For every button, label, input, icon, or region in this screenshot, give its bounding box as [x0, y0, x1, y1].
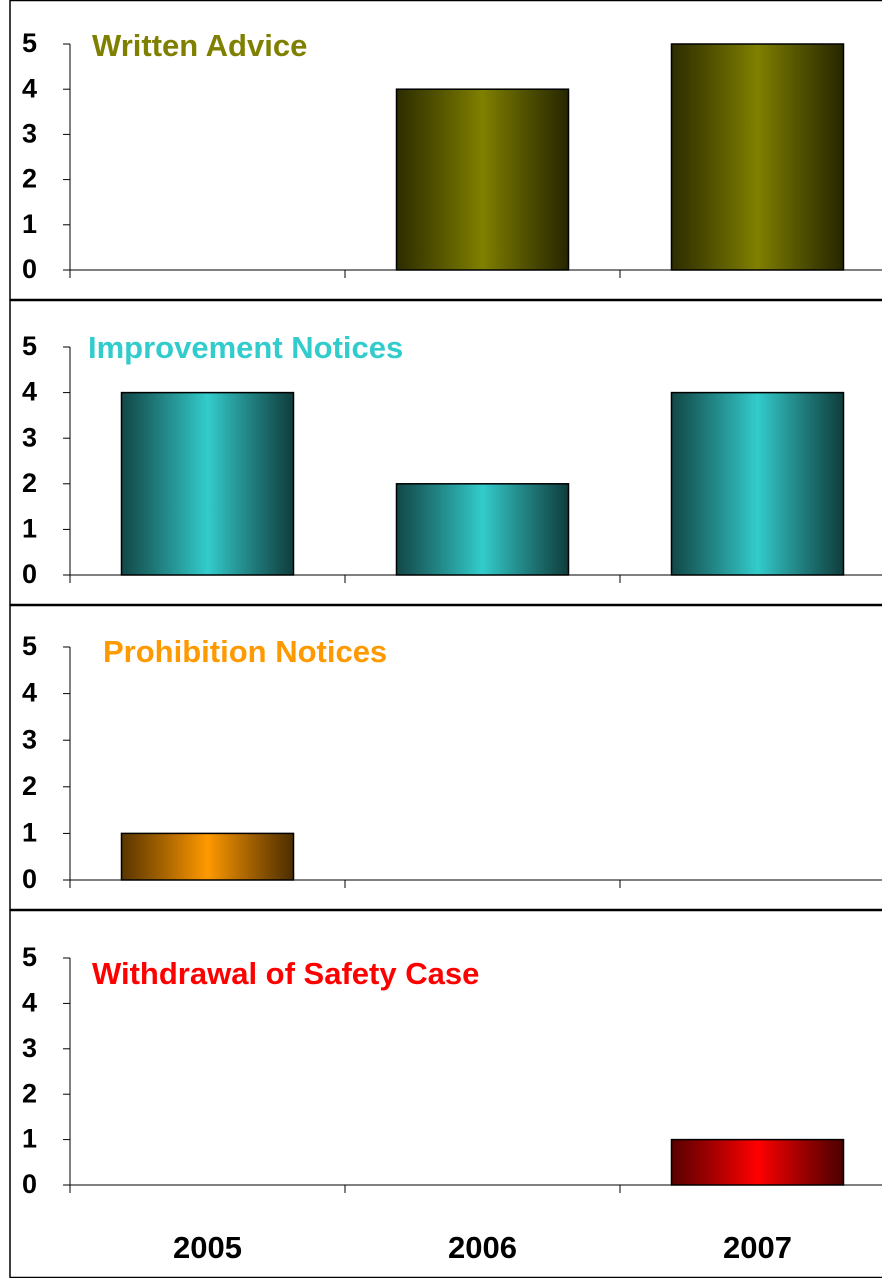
- chart-title: Withdrawal of Safety Case: [92, 956, 479, 991]
- y-tick-label: 5: [22, 331, 37, 361]
- y-tick-label: 1: [22, 1124, 37, 1154]
- y-tick-label: 2: [22, 771, 37, 801]
- y-tick-label: 4: [22, 377, 37, 407]
- bar: [670, 391, 845, 576]
- y-tick-label: 0: [22, 1169, 37, 1199]
- x-tick-label: 2006: [448, 1230, 517, 1265]
- y-tick-label: 1: [22, 818, 37, 848]
- y-tick-label: 3: [22, 119, 37, 149]
- y-tick-label: 0: [22, 864, 37, 894]
- bar: [120, 391, 295, 576]
- chart-title: Written Advice: [92, 28, 307, 63]
- y-tick-label: 5: [22, 631, 37, 661]
- y-tick-label: 1: [22, 514, 37, 544]
- bar: [395, 88, 570, 271]
- y-tick-label: 3: [22, 422, 37, 452]
- chart-title: Prohibition Notices: [103, 634, 387, 669]
- y-tick-label: 4: [22, 988, 37, 1018]
- chart-title: Improvement Notices: [88, 330, 403, 365]
- y-tick-label: 1: [22, 209, 37, 239]
- x-tick-label: 2005: [173, 1230, 242, 1265]
- y-tick-label: 5: [22, 942, 37, 972]
- panel-border: [9, 299, 882, 606]
- y-tick-label: 2: [22, 468, 37, 498]
- bar: [120, 832, 295, 881]
- bar: [670, 43, 845, 271]
- y-tick-label: 2: [22, 1078, 37, 1108]
- bar: [395, 483, 570, 576]
- y-tick-label: 0: [22, 254, 37, 284]
- y-tick-label: 2: [22, 164, 37, 194]
- y-tick-label: 3: [22, 724, 37, 754]
- y-tick-label: 0: [22, 559, 37, 589]
- y-tick-label: 3: [22, 1033, 37, 1063]
- y-tick-label: 4: [22, 73, 37, 103]
- y-tick-label: 4: [22, 678, 37, 708]
- panel-border: [9, 0, 882, 301]
- panel-border: [9, 604, 882, 911]
- x-tick-label: 2007: [723, 1230, 792, 1265]
- bar: [670, 1138, 845, 1186]
- y-tick-label: 5: [22, 28, 37, 58]
